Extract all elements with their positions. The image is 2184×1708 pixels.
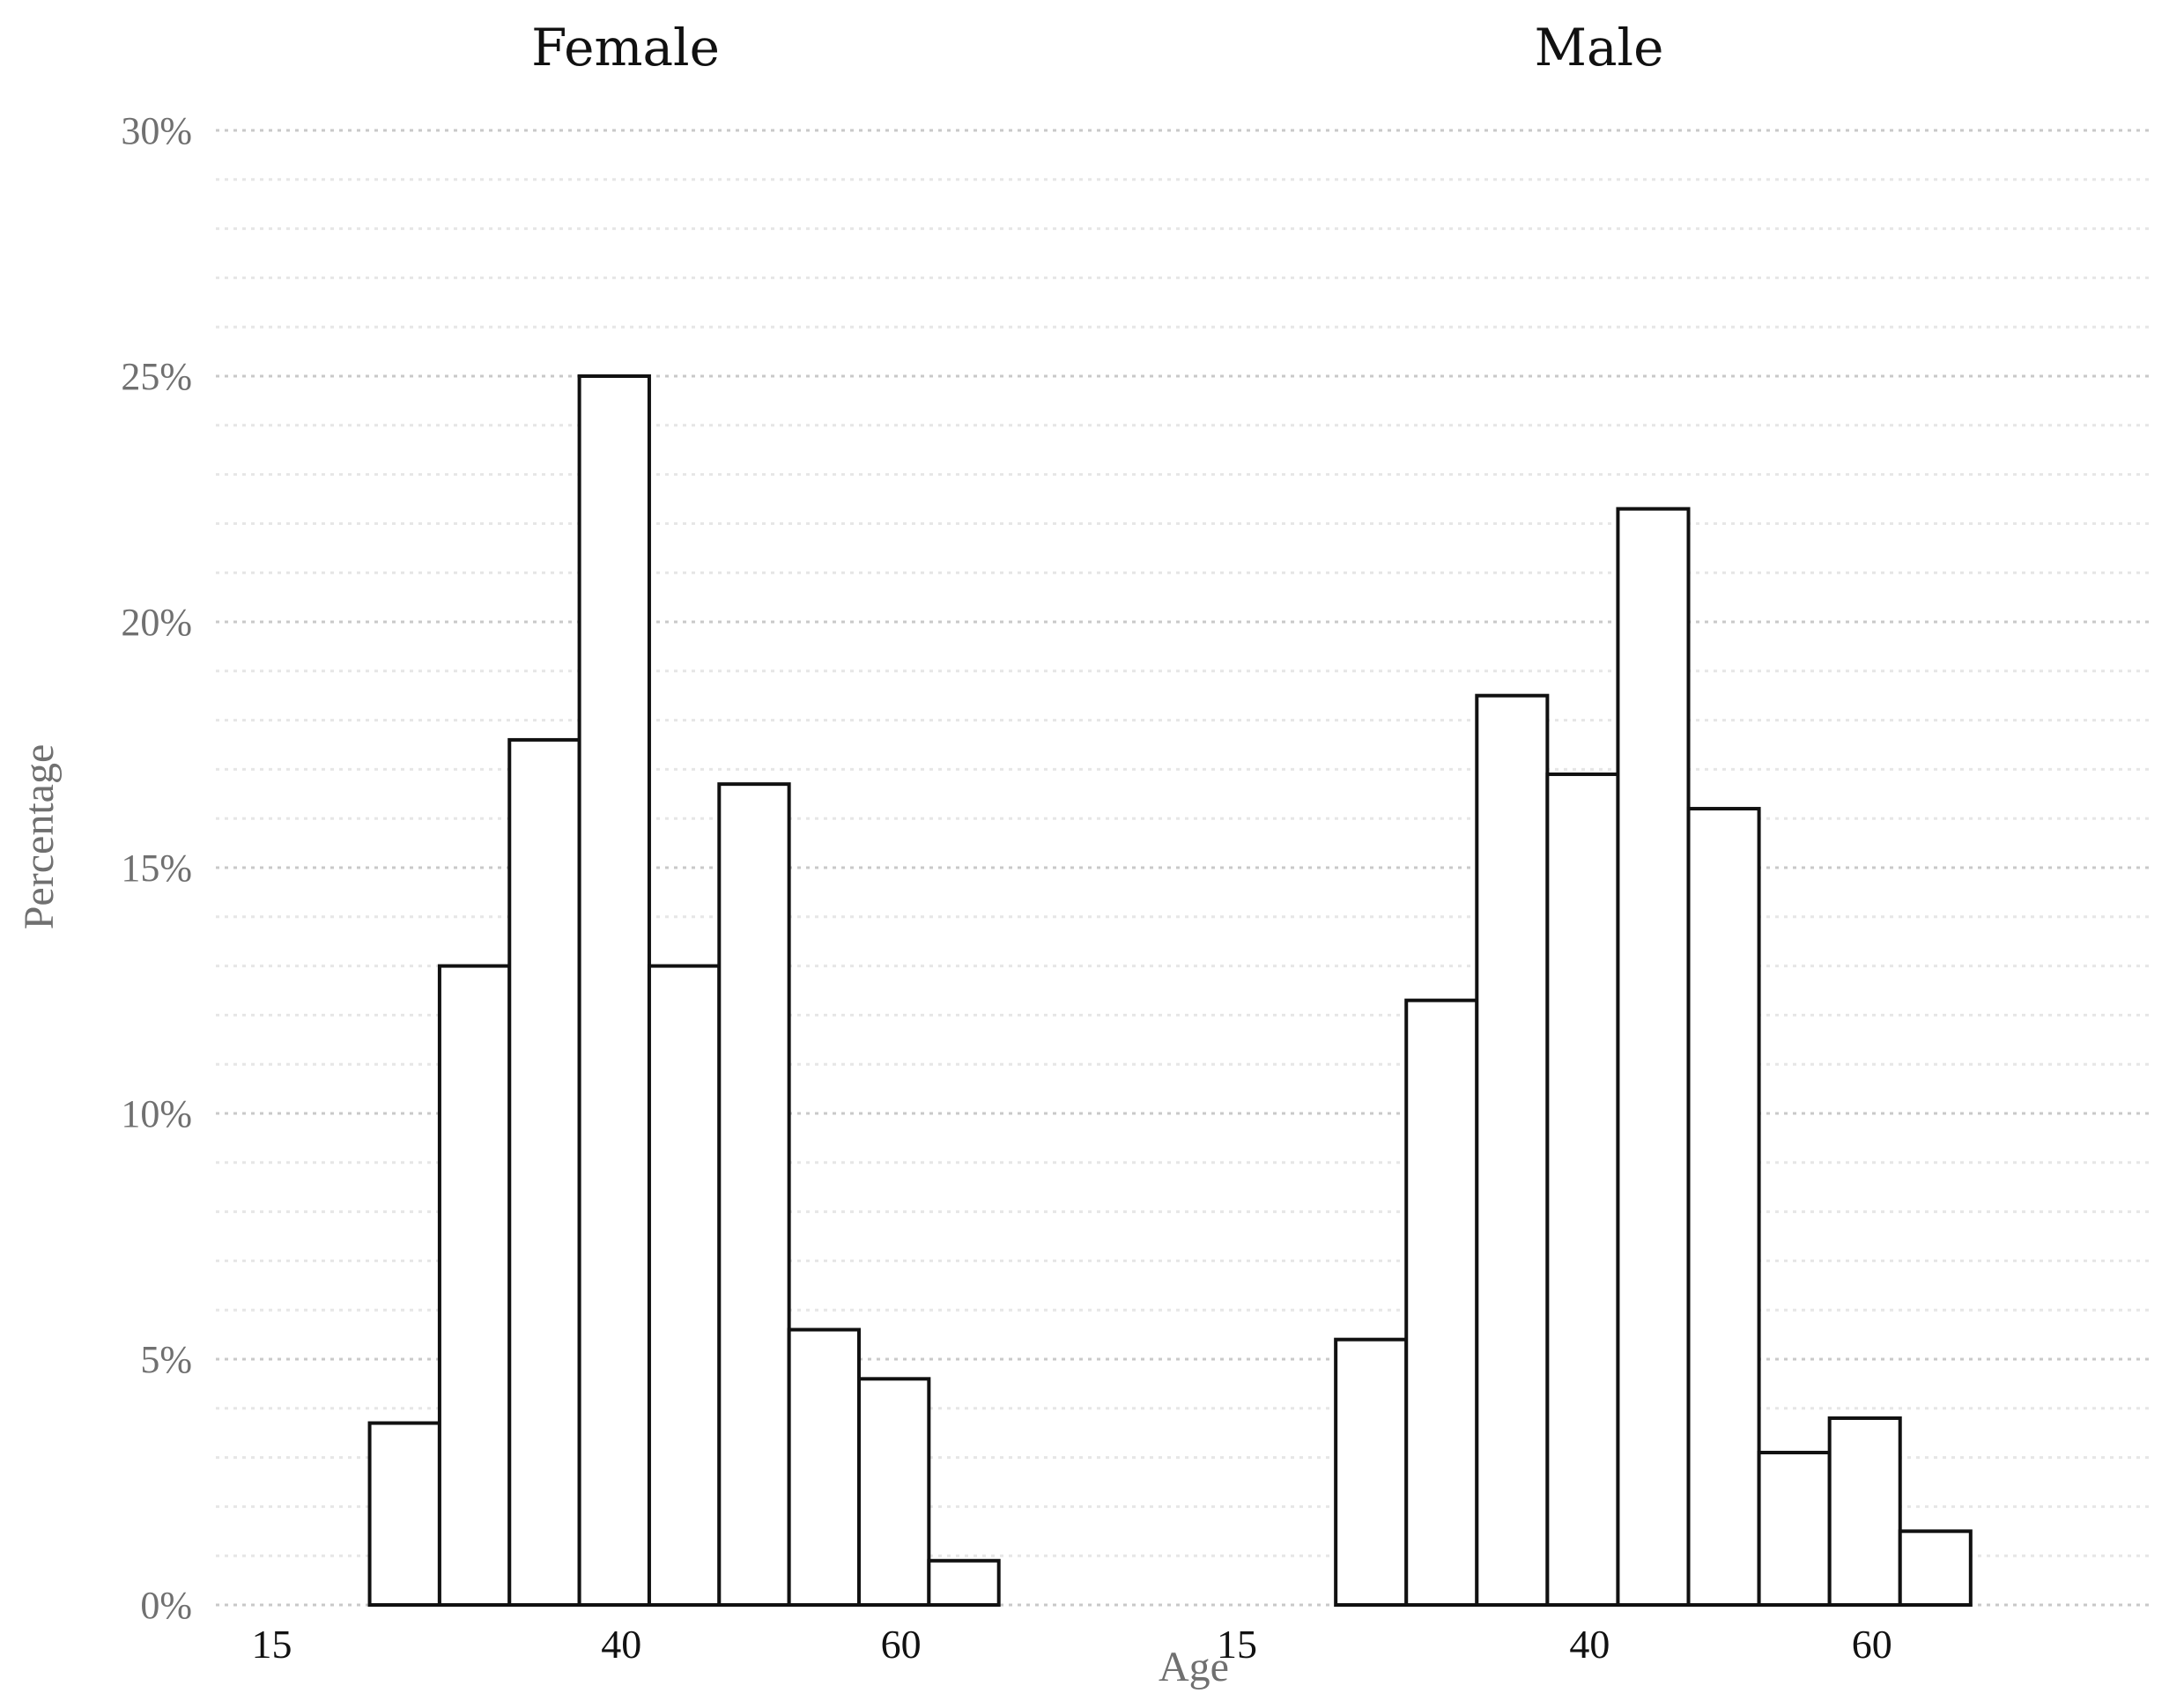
histogram-bar xyxy=(1616,506,1691,1607)
y-tick-label: 10% xyxy=(121,1092,192,1135)
histogram-bar xyxy=(577,374,651,1607)
gridlines xyxy=(216,129,2154,1607)
histogram-bar xyxy=(1686,807,1761,1607)
x-tick-label: 15 xyxy=(251,1622,292,1667)
facet-male: Male 15 40 60 xyxy=(1217,18,1973,1667)
histogram-bar xyxy=(857,1377,931,1607)
histogram-bar xyxy=(367,1421,441,1608)
y-tick-label: 5% xyxy=(140,1338,192,1381)
x-tick-label: 40 xyxy=(601,1622,641,1667)
x-tick-label: 40 xyxy=(1569,1622,1610,1667)
y-tick-label: 15% xyxy=(121,847,192,890)
female-x-tick-labels: 15 40 60 xyxy=(251,1622,921,1667)
x-tick-label: 60 xyxy=(881,1622,922,1667)
male-bars xyxy=(1334,506,1973,1608)
histogram-bar xyxy=(1827,1416,1902,1607)
female-bars xyxy=(367,374,1001,1608)
histogram-bar xyxy=(647,964,722,1607)
y-tick-label: 20% xyxy=(121,601,192,644)
histogram-bar xyxy=(927,1558,1001,1608)
histogram-bar xyxy=(1475,693,1550,1608)
histogram-bar xyxy=(1404,998,1479,1608)
histogram-bar xyxy=(787,1327,861,1608)
male-x-tick-labels: 15 40 60 xyxy=(1217,1622,1892,1667)
y-tick-label: 0% xyxy=(140,1584,192,1627)
y-axis-title: Percentage xyxy=(16,744,63,930)
x-tick-label: 15 xyxy=(1217,1622,1257,1667)
histogram-bar xyxy=(1545,772,1620,1607)
facet-title-female: Female xyxy=(531,18,720,78)
histogram-bar xyxy=(437,964,512,1607)
x-tick-label: 60 xyxy=(1852,1622,1892,1667)
x-axis-title: Age xyxy=(1159,1644,1229,1690)
facet-female: Female 15 40 60 xyxy=(251,18,1001,1667)
histogram-bar xyxy=(1757,1451,1832,1608)
y-axis-tick-labels: 0% 5% 10% 15% 20% 25% 30% xyxy=(121,109,192,1627)
histogram-bar xyxy=(1334,1337,1409,1608)
y-tick-label: 25% xyxy=(121,355,192,398)
facet-title-male: Male xyxy=(1535,18,1664,78)
histogram-bar xyxy=(717,782,791,1607)
histogram-bar xyxy=(507,737,581,1607)
y-tick-label: 30% xyxy=(121,109,192,152)
histogram-bar xyxy=(1898,1529,1973,1608)
